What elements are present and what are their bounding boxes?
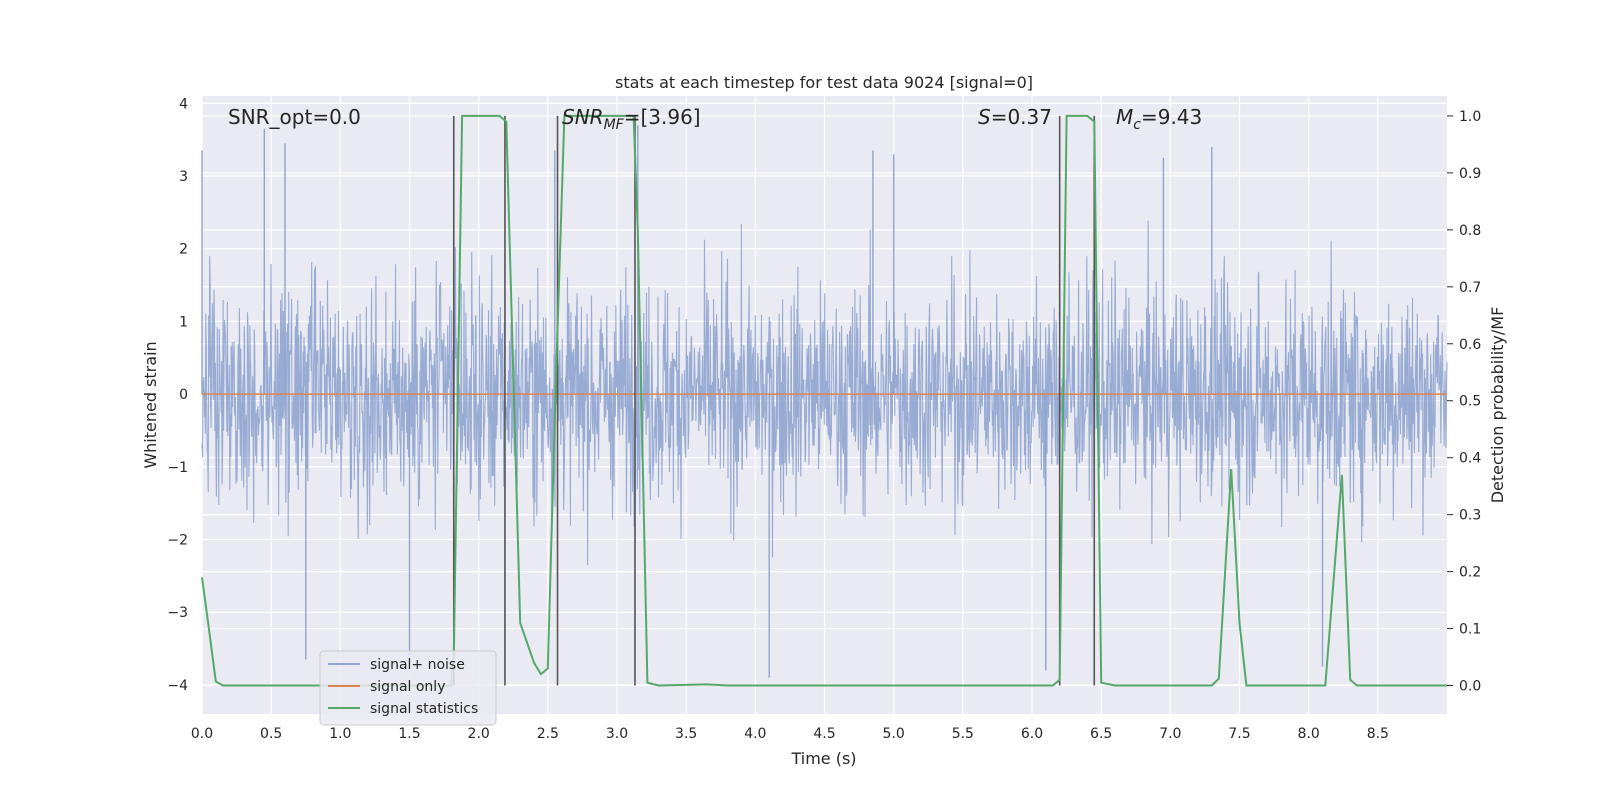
x-tick-label: 7.5 [1228, 726, 1250, 742]
y-right-tick-labels: 0.0 0.1 0.2 0.3 0.4 0.5 0.6 0.7 0.8 0.9 1.0 [1447, 109, 1481, 695]
annotation-snr-mf-sub: MF [604, 117, 625, 133]
y-left-tick-labels: −4 −3 −2 −1 0 1 2 3 4 [167, 96, 188, 694]
y-left-tick-label: 4 [179, 96, 188, 112]
annotation-snr-mf-main: SNR [562, 105, 604, 129]
legend-label-signal-only: signal only [370, 679, 445, 695]
legend-label-signal-noise: signal+ noise [370, 657, 465, 673]
y-right-tick-label: 0.1 [1459, 622, 1481, 638]
y-right-tick-label: 0.9 [1459, 166, 1481, 182]
x-axis-label: Time (s) [790, 749, 856, 768]
annotation-snr-mf: SNRMF=[3.96] [562, 105, 701, 133]
annotation-snr-opt: SNR_opt=0.0 [228, 105, 361, 129]
y-right-tick-label: 0.0 [1459, 679, 1481, 695]
y-left-tick-label: 2 [179, 242, 188, 258]
legend: signal+ noise signal only signal statist… [319, 650, 497, 726]
x-tick-label: 2.5 [537, 726, 559, 742]
y-left-tick-label: −2 [167, 533, 188, 549]
x-tick-label: 0.5 [260, 726, 282, 742]
annotation-snr-mf-value: =[3.96] [624, 105, 701, 129]
annotation-s-main: S [978, 105, 991, 129]
x-tick-label: 2.0 [468, 726, 490, 742]
annotation-s: S=0.37 [978, 105, 1052, 129]
x-tick-label: 4.5 [813, 726, 835, 742]
x-tick-label: 8.5 [1367, 726, 1389, 742]
x-tick-label: 7.0 [1159, 726, 1181, 742]
y-right-tick-label: 0.2 [1459, 565, 1481, 581]
x-tick-label: 5.5 [952, 726, 974, 742]
x-tick-label: 5.0 [883, 726, 905, 742]
x-tick-label: 6.5 [1090, 726, 1112, 742]
annotation-s-value: =0.37 [991, 105, 1052, 129]
annotation-mc: Mc=9.43 [1116, 105, 1202, 133]
x-tick-label: 6.0 [1021, 726, 1043, 742]
y-left-axis-label: Whitened strain [141, 341, 160, 468]
annotations: SNR_opt=0.0 SNRMF=[3.96] S=0.37 Mc=9.43 [228, 105, 1202, 133]
signal-statistics-line [201, 114, 1447, 687]
y-left-tick-label: −4 [167, 678, 188, 694]
annotation-mc-main: M [1116, 105, 1133, 129]
y-left-tick-label: 1 [179, 314, 188, 330]
signal-noise-line [201, 220, 1448, 566]
signal-statistics-series [201, 114, 1447, 687]
y-right-tick-label: 0.8 [1459, 223, 1481, 239]
x-tick-label: 0.0 [191, 726, 213, 742]
x-tick-labels: 0.0 0.5 1.0 1.5 2.0 2.5 3.0 3.5 4.0 4.5 5.0 5.5 6.0 6… [191, 726, 1389, 742]
vertical-markers [452, 115, 1096, 686]
chart-title: stats at each timestep for test data 902… [615, 73, 1033, 92]
y-right-tick-label: 0.6 [1459, 337, 1481, 353]
y-left-tick-label: −1 [167, 460, 188, 476]
y-left-tick-label: 3 [179, 169, 188, 185]
y-right-tick-label: 1.0 [1459, 109, 1481, 125]
y-right-axis-label: Detection probability/MF [1488, 307, 1507, 504]
y-right-tick-label: 0.7 [1459, 280, 1481, 296]
x-tick-label: 4.0 [744, 726, 766, 742]
annotation-mc-value: =9.43 [1141, 105, 1202, 129]
x-tick-label: 3.0 [606, 726, 628, 742]
x-tick-label: 1.5 [398, 726, 420, 742]
x-tick-label: 3.5 [675, 726, 697, 742]
y-right-tick-label: 0.3 [1459, 508, 1481, 524]
y-left-tick-label: −3 [167, 605, 188, 621]
x-tick-label: 1.0 [329, 726, 351, 742]
legend-label-signal-statistics: signal statistics [370, 701, 478, 717]
annotation-mc-sub: c [1133, 117, 1141, 133]
x-tick-label: 8.0 [1298, 726, 1320, 742]
y-right-tick-label: 0.5 [1459, 394, 1481, 410]
legend-box [319, 650, 497, 726]
y-right-tick-label: 0.4 [1459, 451, 1481, 467]
y-left-tick-label: 0 [179, 387, 188, 403]
